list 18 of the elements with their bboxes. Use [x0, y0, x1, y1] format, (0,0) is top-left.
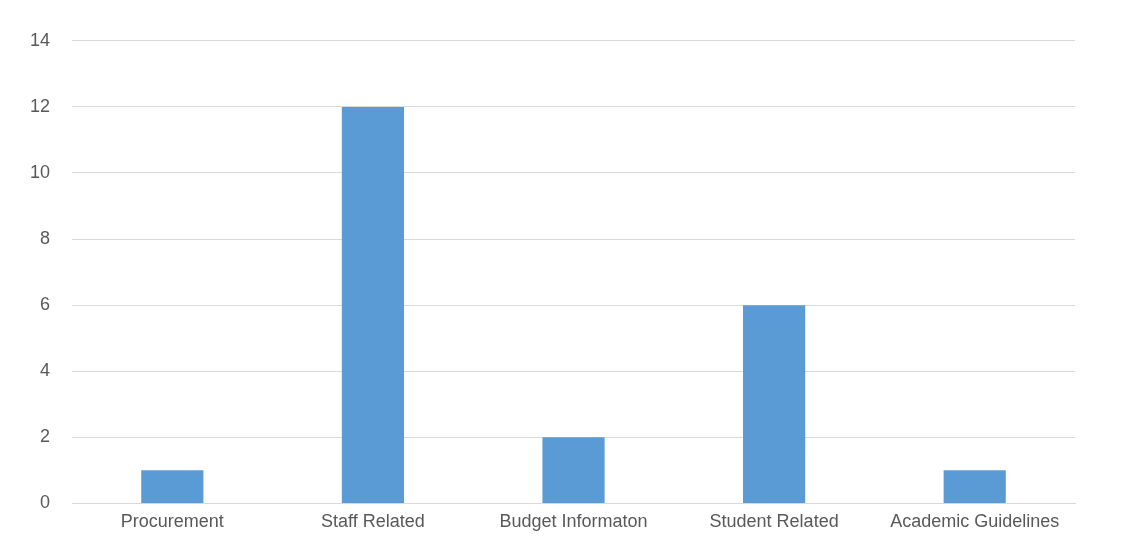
y-tick-label: 10 [29, 161, 51, 182]
x-tick-label: Budget Informaton [499, 511, 648, 532]
bar [943, 470, 1006, 503]
y-tick-label: 0 [40, 492, 51, 513]
y-tick-label: 2 [40, 426, 51, 447]
x-tick-label: Procurement [120, 511, 224, 532]
x-tick-label: Student Related [709, 511, 839, 532]
x-tick-label: Staff Related [321, 511, 425, 532]
y-tick-label: 12 [29, 95, 51, 116]
y-tick-label: 4 [40, 360, 51, 381]
x-tick-label: Academic Guidelines [890, 511, 1060, 532]
y-tick-label: 14 [29, 29, 51, 50]
bar [141, 470, 204, 503]
bar [743, 305, 806, 503]
y-tick-label: 6 [40, 294, 51, 315]
bar [542, 437, 605, 503]
y-tick-label: 8 [40, 228, 51, 249]
bar [341, 106, 405, 503]
